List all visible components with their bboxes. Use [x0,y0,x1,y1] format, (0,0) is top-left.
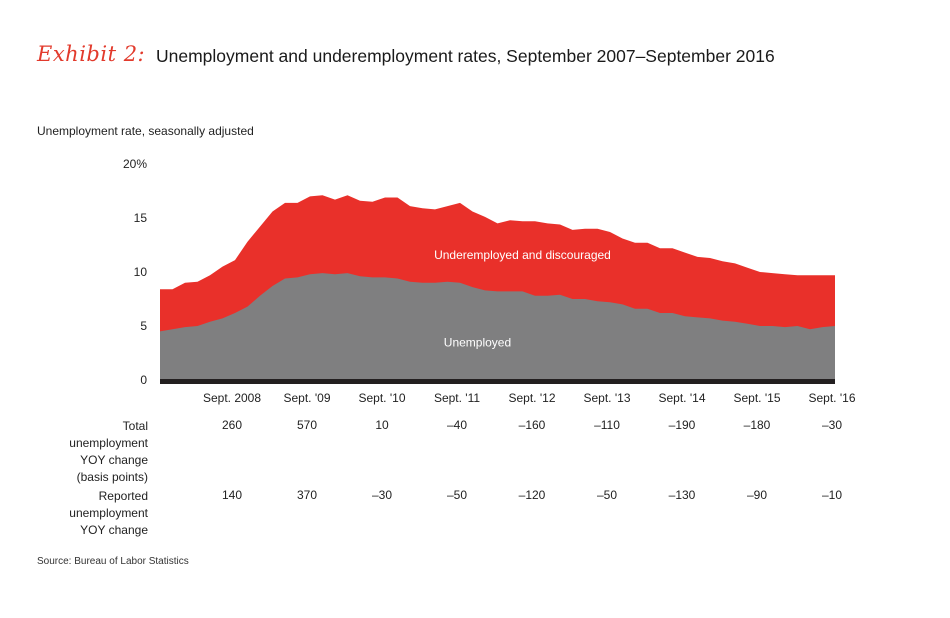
y-tick-label: 20% [123,157,147,171]
table-row-label: Total unemployment YOY change (basis points… [0,418,148,486]
table-cell: –10 [821,488,843,502]
table-cell: –50 [446,488,468,502]
table-cell: –160 [518,418,546,432]
source-note: Source: Bureau of Labor Statistics [37,556,189,567]
y-tick-label: 5 [140,319,147,333]
table-cell: –190 [668,418,696,432]
underemployed-series-label: Underemployed and discouraged [434,248,611,262]
table-row-label-line: unemployment [69,506,148,520]
table-cell: –50 [596,488,618,502]
x-tick-label: Sept. '15 [734,391,781,405]
y-tick-label: 15 [134,211,148,225]
x-tick-label: Sept. '10 [359,391,406,405]
table-cell: –30 [371,488,393,502]
x-tick-label: Sept. '16 [809,391,856,405]
x-tick-label: Sept. '14 [659,391,706,405]
unemployed-area [160,273,835,380]
exhibit-label: Exhibit 2: [37,42,146,66]
table-cell: 10 [375,418,389,432]
table-cell: –40 [446,418,468,432]
y-tick-label: 10 [134,265,148,279]
x-tick-label: Sept. 2008 [203,391,261,405]
table-row-label: Reported unemployment YOY change [0,488,148,539]
x-axis-line [160,379,835,384]
table-cell: –130 [668,488,696,502]
x-tick-label: Sept. '13 [584,391,631,405]
table-cell: –180 [743,418,771,432]
table-cell: –90 [746,488,768,502]
table-row-label-line: Reported [98,489,148,503]
table-row-label-line: YOY change [80,453,148,467]
table-cell: –30 [821,418,843,432]
table-cell: 260 [221,418,243,432]
table-row-label-line: YOY change [80,523,148,537]
table-row-label-line: (basis points) [76,470,148,484]
y-axis-title: Unemployment rate, seasonally adjusted [37,124,254,138]
table-row-label-line: unemployment [69,436,148,450]
x-tick-label: Sept. '09 [284,391,331,405]
unemployed-series-label: Unemployed [444,336,511,350]
table-cell: –120 [518,488,546,502]
table-cell: 570 [296,418,318,432]
x-tick-label: Sept. '12 [509,391,556,405]
table-row-label-line: Total [122,419,148,433]
y-tick-label: 0 [140,373,147,387]
table-cell: –110 [594,418,620,432]
x-tick-label: Sept. '11 [434,391,480,405]
table-cell: 140 [221,488,243,502]
table-cell: 370 [296,488,318,502]
chart-title: Unemployment and underemployment rates, … [156,46,775,66]
